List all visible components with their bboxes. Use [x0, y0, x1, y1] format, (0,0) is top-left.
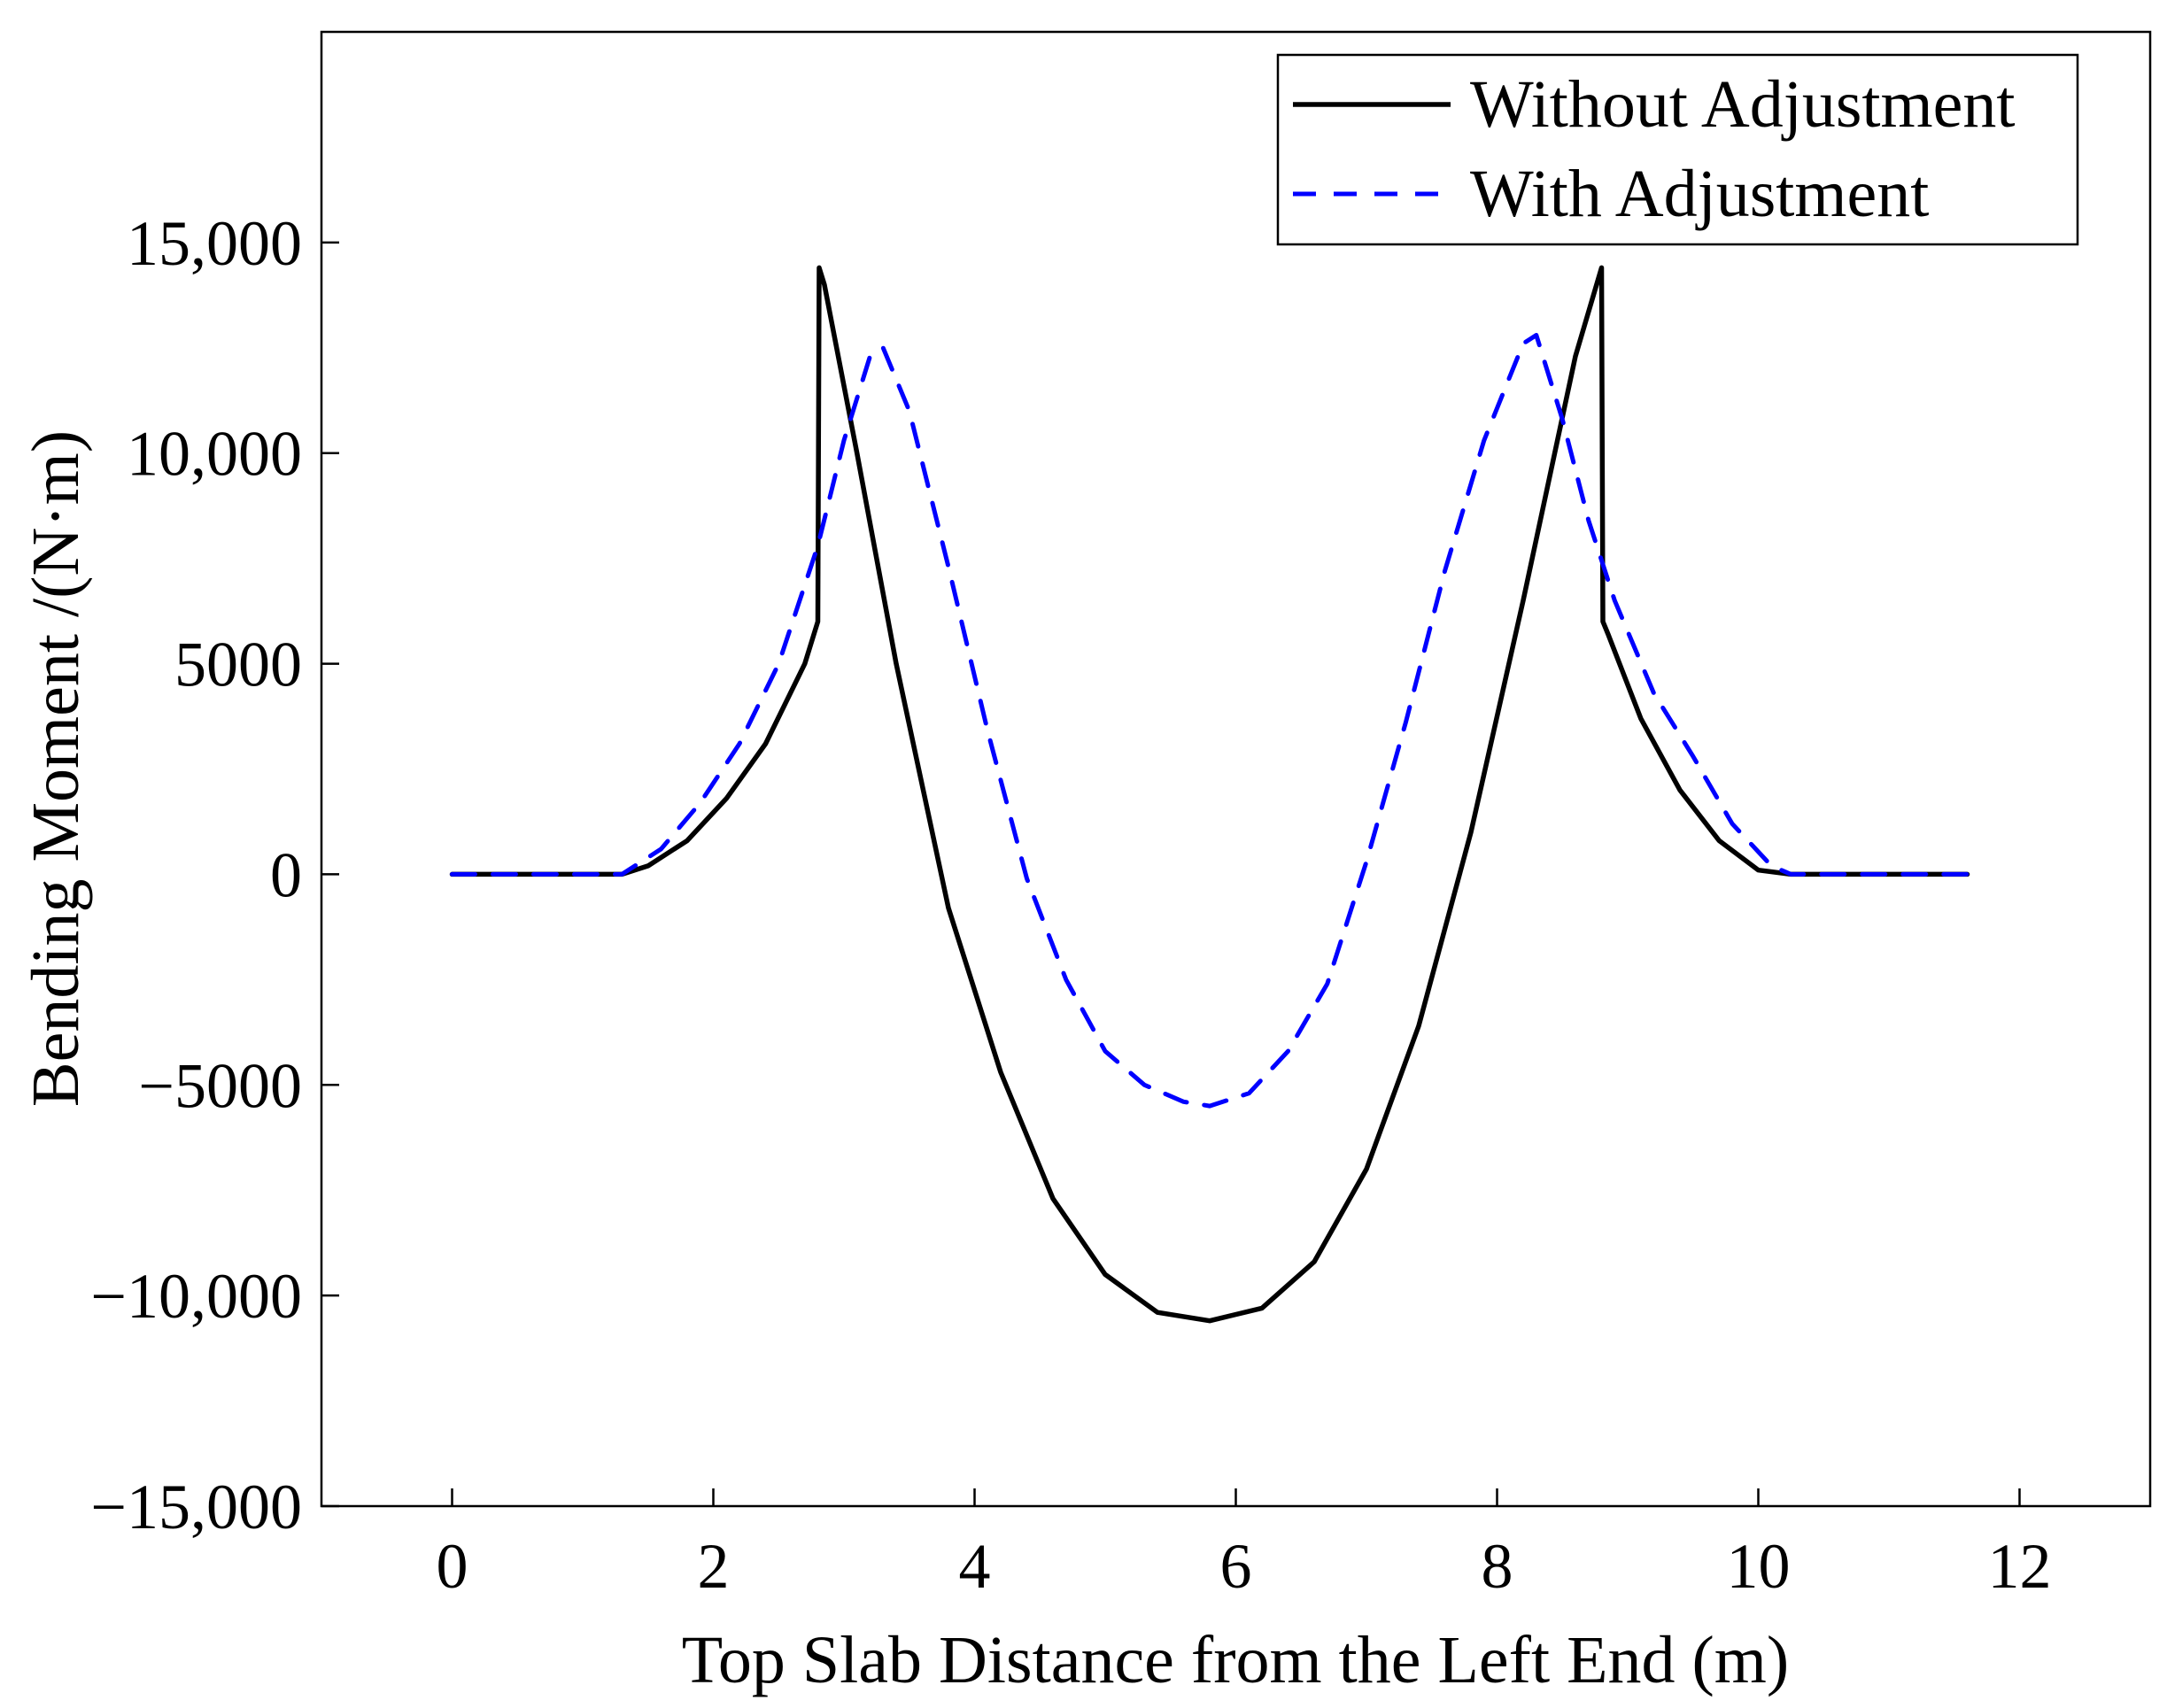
y-tick-label: −10,000 [90, 1261, 302, 1332]
legend: Without Adjustment With Adjustment [1276, 53, 2079, 246]
x-tick-label: 6 [1220, 1531, 1252, 1602]
x-tick-label: 0 [437, 1531, 468, 1602]
y-tick-label: −15,000 [90, 1472, 302, 1542]
y-tick-label: 0 [270, 839, 302, 910]
legend-label-with-adjustment: With Adjustment [1470, 157, 1929, 231]
x-axis-title: Top Slab Distance from the Left End (m) [682, 1623, 1789, 1697]
series-line-with-adjustment [450, 333, 1970, 1109]
x-tick-label: 4 [959, 1531, 991, 1602]
y-tick-label: 5000 [174, 630, 302, 700]
y-tick-label: 15,000 [127, 208, 302, 279]
x-tick-label: 12 [1988, 1531, 2052, 1602]
x-tick-label: 8 [1482, 1531, 1513, 1602]
y-tick-label: 10,000 [127, 419, 302, 490]
y-tick-label: −5000 [138, 1050, 302, 1121]
y-axis-title: Bending Moment /(N·m) [19, 430, 93, 1107]
ticks-layer: 0 2 4 6 8 10 12 −15,000 −10,000 −5000 0 5000 10,000 1… [90, 208, 2051, 1602]
series-line-without-adjustment [449, 265, 1970, 1324]
series-layer [449, 265, 1970, 1324]
plot-frame [320, 30, 2152, 1508]
x-tick-label: 2 [698, 1531, 730, 1602]
legend-box [1276, 53, 2079, 246]
x-tick-label: 10 [1727, 1531, 1791, 1602]
legend-label-without-adjustment: Without Adjustment [1470, 67, 2016, 142]
